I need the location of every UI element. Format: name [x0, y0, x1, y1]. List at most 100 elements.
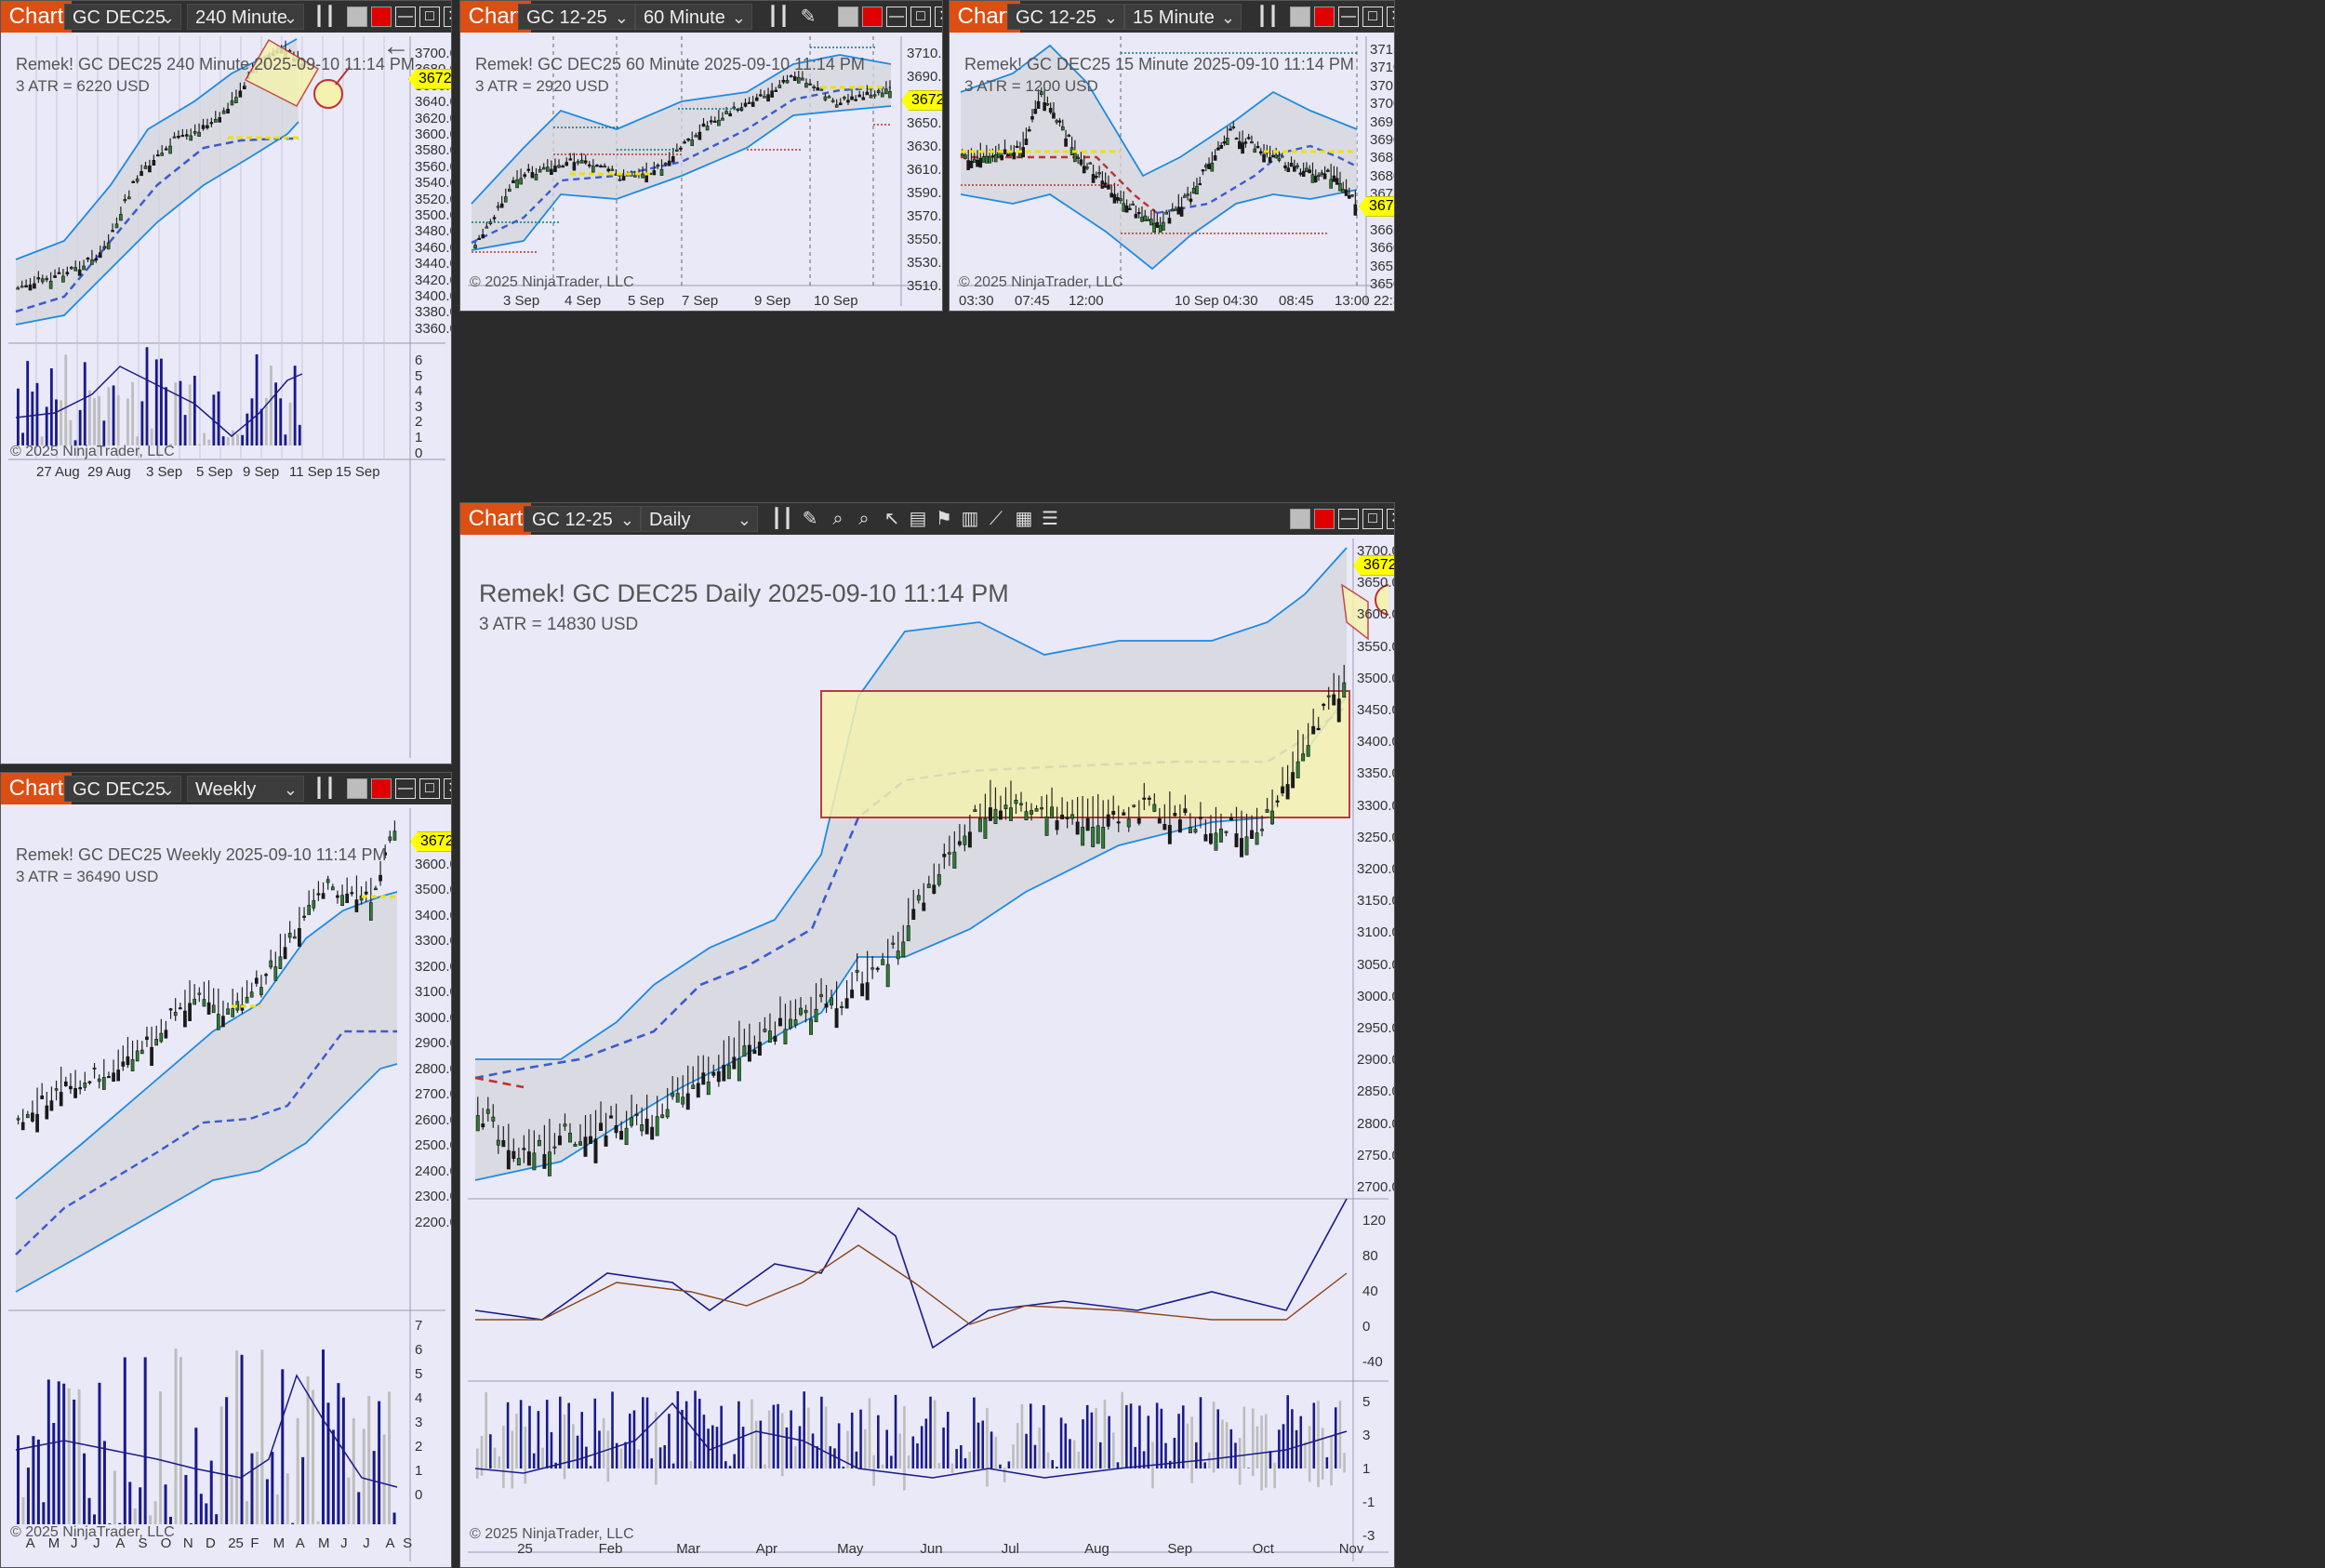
color-swatch-gray[interactable] — [838, 7, 858, 27]
weekly-candle — [264, 974, 268, 977]
indicators-icon[interactable]: ▥ — [961, 509, 979, 529]
list-icon[interactable]: ☰ — [1042, 509, 1058, 529]
interval-selector[interactable]: 240 Minute ⌄ — [187, 4, 304, 30]
instrument-selector[interactable]: GC DEC25 ⌄ — [64, 4, 181, 30]
w60-candle — [534, 173, 538, 180]
volume-bar — [1264, 1414, 1268, 1468]
properties-icon[interactable]: ⚑ — [936, 509, 952, 529]
interval-selector[interactable]: Weekly ⌄ — [187, 776, 304, 802]
bar-style-icon[interactable]: ┃┃ — [313, 778, 337, 799]
instrument-selector[interactable]: GC 12-25 ⌄ — [524, 506, 641, 532]
zoom-out-icon[interactable]: ⌕ — [858, 509, 870, 529]
color-swatch-red[interactable] — [371, 778, 392, 799]
minimize-icon[interactable]: — — [395, 7, 416, 27]
chart-menu-button[interactable]: Chart — [1, 1, 72, 33]
data-box-icon[interactable]: ▤ — [909, 509, 927, 529]
w15-candle — [1045, 103, 1050, 106]
daily-lower-band — [474, 696, 1348, 1181]
instrument-selector[interactable]: GC 12-25 ⌄ — [518, 4, 635, 30]
daily-candle — [619, 1131, 624, 1140]
volume-bar — [833, 1448, 836, 1468]
minimize-icon[interactable]: — — [1338, 509, 1359, 529]
y-axis-tick: 3640.0 — [415, 94, 451, 111]
maximize-icon[interactable]: □ — [1362, 509, 1383, 529]
y-axis-tick: 3700.0 — [415, 46, 451, 61]
y-axis-tick: 3600.0 — [415, 856, 451, 872]
x-axis-tick: 3 Sep — [503, 293, 540, 309]
interval-selector[interactable]: 60 Minute ⌄ — [635, 4, 752, 30]
minimize-icon[interactable]: — — [395, 778, 416, 799]
volume-bar — [1095, 1408, 1097, 1468]
maximize-icon[interactable]: □ — [419, 7, 440, 27]
close-icon[interactable]: ✕ — [1387, 509, 1394, 529]
instrument-selector[interactable]: GC DEC25 ⌄ — [64, 776, 181, 802]
instrument-selector[interactable]: GC 12-25 ⌄ — [1007, 4, 1124, 30]
bar-style-icon[interactable]: ┃┃ — [771, 509, 794, 529]
bar-style-icon[interactable]: ┃┃ — [767, 7, 790, 27]
templates-icon[interactable]: ▦ — [1015, 509, 1033, 529]
color-swatch-red[interactable] — [1314, 7, 1335, 27]
minimize-icon[interactable]: — — [886, 7, 907, 27]
weekly-candle — [112, 1072, 115, 1083]
w240-candle — [168, 145, 172, 154]
close-icon[interactable]: ✕ — [444, 778, 451, 799]
close-icon[interactable]: ✕ — [444, 7, 451, 27]
instrument-value: GC 12-25 — [526, 7, 607, 28]
color-swatch-red[interactable] — [371, 7, 392, 27]
zoom-icon[interactable]: ⌕ — [832, 509, 844, 529]
w15-candle — [1246, 137, 1251, 140]
color-swatch-gray[interactable] — [347, 778, 367, 799]
maximize-icon[interactable]: □ — [910, 7, 931, 27]
daily-candle — [850, 990, 855, 999]
color-swatch-red[interactable] — [862, 7, 883, 27]
w60-candle — [861, 97, 866, 100]
volume-bar — [855, 1451, 858, 1468]
chart-menu-button[interactable]: Chart — [460, 503, 531, 535]
volume-bar — [528, 1405, 531, 1468]
daily-candle — [542, 1154, 547, 1169]
volume-bar — [246, 1501, 249, 1524]
trend-line — [474, 704, 1348, 1080]
daily-candle — [993, 808, 998, 825]
bar-style-icon[interactable]: ┃┃ — [313, 7, 337, 27]
daily-candle — [814, 1008, 818, 1023]
strategies-icon[interactable]: ⟋ — [990, 509, 1003, 529]
volume-bar — [21, 432, 24, 445]
volume-bar — [392, 1512, 396, 1524]
w15-candle — [1060, 126, 1065, 131]
volume-bar — [1190, 1468, 1193, 1483]
trend-line — [471, 86, 892, 245]
select-pointer-icon[interactable]: ↖ — [884, 509, 900, 529]
volume-bar — [1138, 1405, 1141, 1468]
chart-menu-button[interactable]: Chart — [1, 773, 72, 804]
daily-candle — [1203, 834, 1208, 842]
close-icon[interactable]: ✕ — [1387, 7, 1394, 27]
draw-tool-icon[interactable]: ✎ — [800, 7, 817, 27]
interval-selector[interactable]: Daily ⌄ — [641, 506, 758, 532]
color-swatch-gray[interactable] — [1290, 7, 1310, 27]
color-swatch-red[interactable] — [1314, 509, 1335, 529]
weekly-candle — [150, 1046, 153, 1066]
w15-candle — [1155, 221, 1160, 228]
x-axis-tick: Apr — [755, 1541, 778, 1557]
bar-style-icon[interactable]: ┃┃ — [1256, 7, 1280, 27]
volume-bar — [1273, 1468, 1276, 1489]
volume-bar — [265, 1479, 269, 1524]
color-swatch-gray[interactable] — [1290, 509, 1310, 529]
minimize-icon[interactable]: — — [1338, 7, 1359, 27]
color-swatch-gray[interactable] — [347, 7, 367, 27]
y-axis-tick: 3420.0 — [415, 272, 451, 288]
w60-candle — [854, 99, 857, 101]
maximize-icon[interactable]: □ — [419, 778, 440, 799]
w15-candle — [1097, 172, 1101, 175]
volume-bar — [189, 1522, 193, 1524]
volume-bar — [1116, 1462, 1120, 1468]
daily-candle — [1208, 833, 1213, 844]
volume-bar — [133, 1508, 137, 1524]
interval-selector[interactable]: 15 Minute ⌄ — [1124, 4, 1242, 30]
close-icon[interactable]: ✕ — [935, 7, 942, 27]
draw-tool-icon[interactable]: ✎ — [802, 509, 818, 529]
maximize-icon[interactable]: □ — [1362, 7, 1383, 27]
daily-candle — [1326, 695, 1331, 698]
